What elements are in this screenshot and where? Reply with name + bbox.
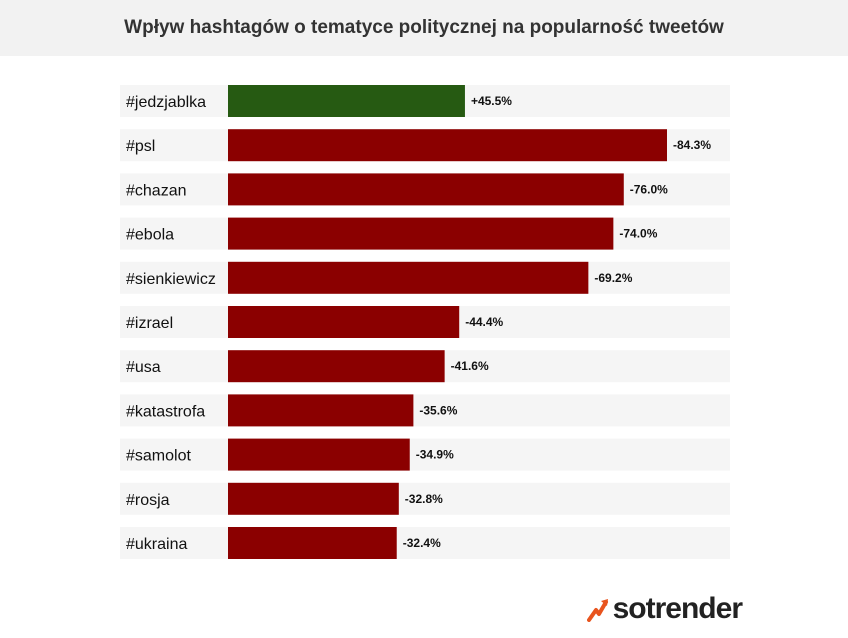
- bar: [228, 394, 414, 427]
- row-background: [120, 394, 730, 427]
- value-label: +45.5%: [471, 94, 512, 108]
- category-label: #katastrofa: [126, 403, 205, 420]
- value-label: -69.2%: [594, 271, 632, 285]
- value-label: -76.0%: [630, 182, 668, 196]
- bar: [228, 217, 614, 250]
- sotrender-logo: sotrender: [586, 592, 743, 625]
- bar-row: #chazan -76.0%: [120, 173, 730, 206]
- category-label: #samolot: [126, 448, 191, 465]
- bar-row: #izrael -44.4%: [120, 306, 730, 338]
- row-background: [120, 438, 730, 471]
- row-background: [120, 527, 730, 559]
- bar-row: #psl -84.3%: [120, 129, 730, 162]
- bar: [228, 482, 399, 515]
- value-label: -32.4%: [403, 536, 441, 550]
- row-background: [120, 482, 730, 515]
- trend-arrow-icon: [586, 599, 608, 622]
- title-bar: Wpływ hashtagów o tematyce politycznej n…: [0, 0, 848, 56]
- bar: [228, 173, 624, 206]
- category-label: #rosja: [126, 492, 170, 509]
- bar-row: #katastrofa -35.6%: [120, 394, 730, 427]
- category-label: #jedzjablka: [126, 94, 206, 111]
- category-label: #izrael: [126, 315, 173, 332]
- bar: [228, 85, 465, 117]
- category-label: #chazan: [126, 182, 187, 199]
- value-label: -84.3%: [673, 138, 711, 152]
- category-label: #ebola: [126, 227, 174, 244]
- category-label: #psl: [126, 138, 155, 155]
- bar: [228, 350, 445, 383]
- bar: [228, 261, 589, 294]
- brand-name: sotrender: [612, 592, 743, 625]
- bar-chart: #jedzjablka +45.5% #psl -84.3% #chazan -76.0%…: [120, 85, 730, 559]
- value-label: -41.6%: [451, 359, 489, 373]
- bar-row: #jedzjablka +45.5%: [120, 85, 730, 117]
- category-label: #sienkiewicz: [126, 271, 216, 288]
- bar-row: #ebola -74.0%: [120, 217, 730, 250]
- value-label: -34.9%: [416, 448, 454, 462]
- category-label: #ukraina: [126, 536, 187, 553]
- category-label: #usa: [126, 359, 161, 376]
- bar-row: #ukraina -32.4%: [120, 527, 730, 559]
- value-label: -32.8%: [405, 492, 443, 506]
- value-label: -35.6%: [419, 403, 457, 417]
- bar-row: #usa -41.6%: [120, 350, 730, 383]
- chart-title: Wpływ hashtagów o tematyce politycznej n…: [124, 17, 724, 38]
- value-label: -44.4%: [465, 315, 503, 329]
- bar: [228, 438, 410, 471]
- bar-row: #rosja -32.8%: [120, 482, 730, 515]
- bar-row: #sienkiewicz -69.2%: [120, 261, 730, 294]
- bar: [228, 527, 397, 559]
- bar-row: #samolot -34.9%: [120, 438, 730, 471]
- bar: [228, 306, 460, 338]
- bar: [228, 129, 667, 162]
- value-label: -74.0%: [619, 227, 657, 241]
